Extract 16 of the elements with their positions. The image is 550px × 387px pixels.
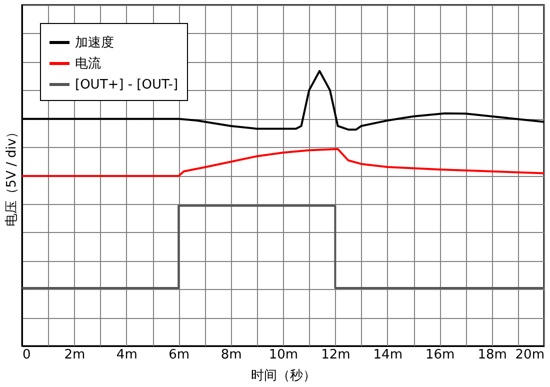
x-tick-label: 20m xyxy=(515,348,544,362)
x-tick-label: 8m xyxy=(220,348,242,362)
x-axis-title: 时间（秒） xyxy=(251,368,316,384)
x-tick-label: 10m xyxy=(268,348,298,362)
x-tick-label: 16m xyxy=(425,348,455,362)
legend-label: 加速度 xyxy=(75,34,114,50)
x-tick-label: 18m xyxy=(478,348,507,362)
legend-label: 电流 xyxy=(75,56,101,72)
x-tick-label: 14m xyxy=(373,348,403,362)
x-tick-label: 2m xyxy=(64,348,86,362)
x-tick-label: 0 xyxy=(22,348,31,362)
x-tick-label: 6m xyxy=(168,348,190,362)
legend-label: [OUT+] - [OUT-] xyxy=(75,78,178,92)
x-tick-label: 12m xyxy=(321,348,350,362)
x-tick-label: 4m xyxy=(116,348,138,362)
y-axis-title: 电压（5V / div） xyxy=(4,125,20,227)
